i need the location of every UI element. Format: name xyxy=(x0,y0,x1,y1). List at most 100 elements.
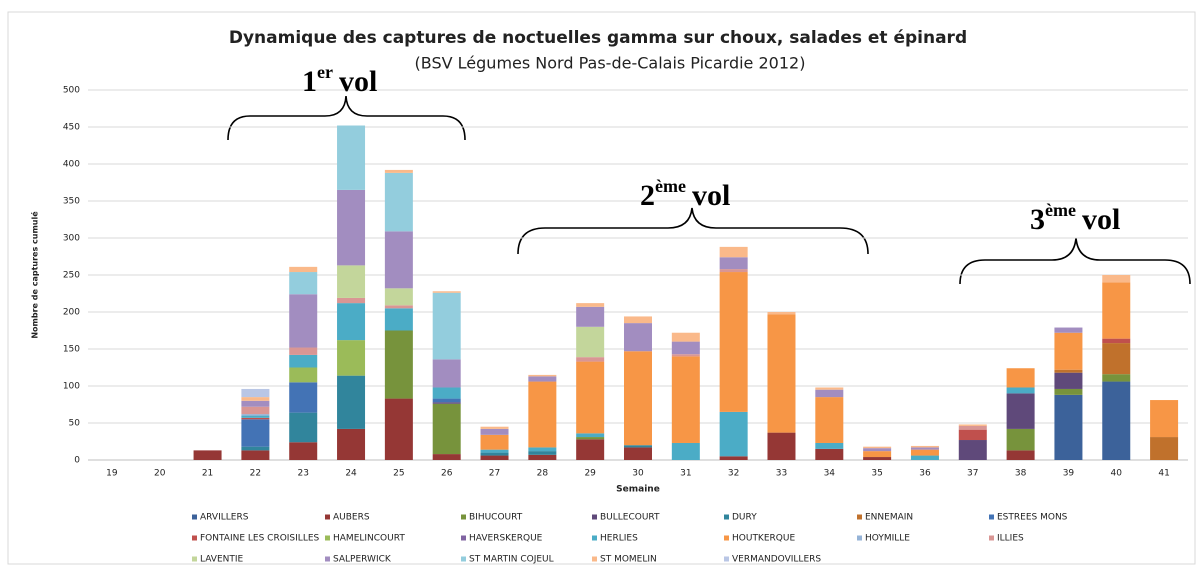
bar-segment xyxy=(241,388,270,398)
legend-label: ST MOMELIN xyxy=(600,555,657,565)
x-tick-label: 20 xyxy=(154,469,166,479)
annotation: 1er vol xyxy=(302,62,377,98)
bar-segment xyxy=(241,419,270,447)
bar-segment xyxy=(337,125,366,190)
annotation-word: vol xyxy=(339,65,377,98)
bar-segment xyxy=(337,375,366,429)
x-tick-label: 41 xyxy=(1158,469,1169,479)
bar-segment xyxy=(384,169,413,173)
bar-segment xyxy=(528,447,557,452)
bar-segment xyxy=(576,361,605,434)
annotation-word: vol xyxy=(692,179,730,212)
bar-segment xyxy=(863,448,892,452)
legend-label: BIHUCOURT xyxy=(469,513,523,523)
bar-segment xyxy=(384,308,413,331)
legend-label: SALPERWICK xyxy=(333,555,392,565)
chart-frame xyxy=(7,11,1196,565)
bar-segment xyxy=(576,303,605,307)
legend-label: ST MARTIN COJEUL xyxy=(469,555,554,565)
bar-segment xyxy=(1054,388,1083,395)
bar-segment xyxy=(432,454,461,460)
bar-segment xyxy=(1054,332,1083,370)
legend-label: HAVERSKERQUE xyxy=(469,534,543,544)
bar-segment xyxy=(241,415,270,418)
bar-segment xyxy=(289,367,318,383)
bar-segment xyxy=(576,357,605,362)
bar-segment xyxy=(671,354,700,357)
x-tick-label: 40 xyxy=(1111,469,1123,479)
bar-segment xyxy=(1102,282,1131,339)
x-tick-label: 33 xyxy=(776,469,787,479)
chart-title: Dynamique des captures de noctuelles gam… xyxy=(229,28,967,48)
bar-segment xyxy=(337,428,366,460)
bar-segment xyxy=(1102,381,1131,460)
bar-segment xyxy=(624,351,652,446)
bar-segment xyxy=(289,354,318,368)
bar-segment xyxy=(241,414,270,416)
legend-label: ILLIES xyxy=(997,534,1024,544)
bar-segment xyxy=(910,447,939,450)
y-tick-label: 400 xyxy=(63,160,80,170)
bar-segment xyxy=(528,381,557,448)
bar-segment xyxy=(480,434,509,450)
x-tick-label: 30 xyxy=(632,469,644,479)
bar-segment xyxy=(958,424,987,426)
x-tick-label: 31 xyxy=(680,469,691,479)
y-tick-label: 150 xyxy=(63,345,80,355)
bar-segment xyxy=(289,347,318,355)
bar-segment xyxy=(671,341,700,355)
bar-segment xyxy=(863,457,892,460)
bar-segment xyxy=(384,231,413,289)
bar-segment xyxy=(624,316,652,324)
legend-swatch xyxy=(592,514,597,520)
bar-segment xyxy=(1006,393,1035,429)
legend-label: ESTREES MONS xyxy=(997,513,1068,523)
x-tick-label: 26 xyxy=(441,469,453,479)
bar-segment xyxy=(528,454,557,460)
legend-label: HAMELINCOURT xyxy=(333,534,405,544)
legend-swatch xyxy=(192,514,197,520)
annotation: 3ème vol xyxy=(1030,200,1120,236)
legend-label: VERMANDOVILLERS xyxy=(732,555,821,565)
annotation-number: 3 xyxy=(1030,203,1045,236)
legend-swatch xyxy=(857,535,862,541)
bar-segment xyxy=(337,265,366,298)
bar-segment xyxy=(1054,369,1083,373)
bar-segment xyxy=(1006,387,1035,394)
bar-segment xyxy=(289,442,318,460)
legend-swatch xyxy=(989,514,994,520)
bar-segment xyxy=(671,442,700,460)
bar-segment xyxy=(958,425,987,430)
annotation-sup: ème xyxy=(1045,200,1076,220)
bar-segment xyxy=(432,402,461,404)
legend-swatch xyxy=(325,556,330,562)
bar-segment xyxy=(432,403,461,455)
legend-label: LAVENTIE xyxy=(200,555,244,565)
x-tick-label: 34 xyxy=(824,469,836,479)
bar-segment xyxy=(384,288,413,306)
bar-segment xyxy=(767,432,796,460)
bar-segment xyxy=(815,442,844,449)
bar-segment xyxy=(480,455,509,460)
bar-segment xyxy=(528,374,557,377)
bar-segment xyxy=(241,446,270,451)
bar-segment xyxy=(719,269,748,273)
bar-segment xyxy=(1054,394,1083,460)
annotation-sup: ème xyxy=(655,176,686,196)
legend-swatch xyxy=(724,514,729,520)
bar-segment xyxy=(241,450,270,460)
bar-segment xyxy=(815,389,844,398)
bar-segment xyxy=(384,398,413,460)
y-tick-label: 50 xyxy=(69,419,81,429)
x-tick-label: 28 xyxy=(537,469,549,479)
bar-segment xyxy=(624,445,652,448)
x-tick-label: 19 xyxy=(106,469,118,479)
x-tick-label: 35 xyxy=(871,469,882,479)
brace xyxy=(227,95,466,141)
bar-segment xyxy=(432,387,461,399)
bar-segment xyxy=(910,455,939,460)
annotation: 2ème vol xyxy=(640,176,730,212)
y-tick-label: 0 xyxy=(74,456,80,466)
bar-segment xyxy=(863,446,892,449)
bar-segment xyxy=(1102,338,1131,344)
